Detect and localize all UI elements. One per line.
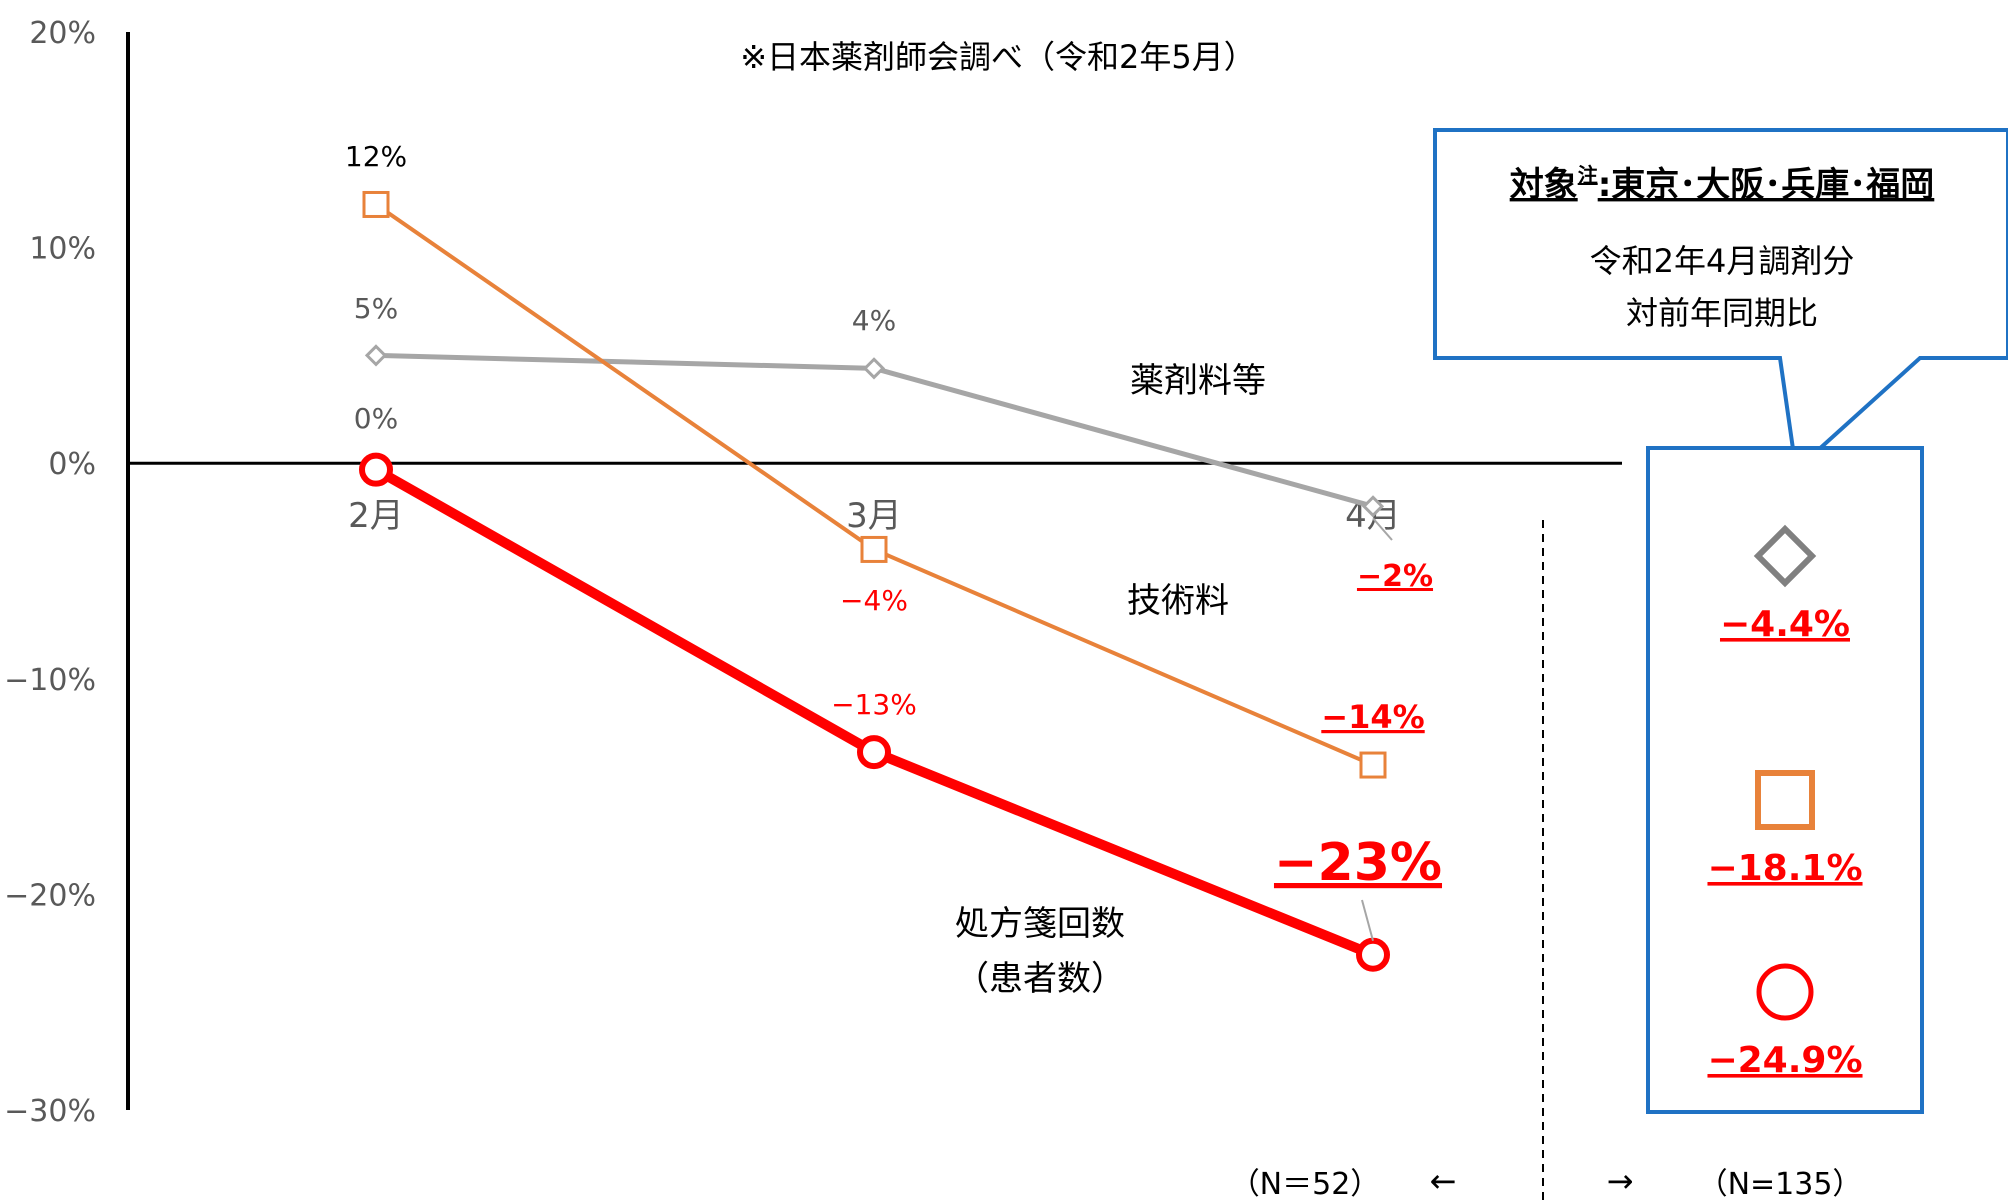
series-name-prescriptions-sub: （患者数） [955, 959, 1125, 999]
source-note: ※日本薬剤師会調べ（令和2年5月） [740, 38, 1256, 76]
arrow-right: → [1607, 1162, 1634, 1200]
y-tick-labels: 20% 10% 0% −10% −20% −30% [4, 16, 96, 1129]
data-label: −13% [831, 688, 917, 721]
data-label: 4% [852, 304, 896, 337]
series-name-technical-fee: 技術料 [1127, 581, 1229, 621]
data-label: −14% [1321, 698, 1424, 736]
point-technical-fee [1359, 751, 1387, 779]
callout-box [1433, 128, 2008, 475]
point-drug-cost [862, 357, 886, 380]
data-label: 0% [354, 402, 398, 435]
y-tick-label: 20% [29, 16, 96, 51]
summary-marker [1753, 524, 1817, 588]
summary-value: −24.9% [1707, 1040, 1862, 1081]
series-name-drug-cost: 薬剤料等 [1130, 361, 1266, 401]
point-technical-fee [362, 190, 390, 218]
callout-title-rest: :東京･大阪･兵庫･福岡 [1598, 165, 1935, 205]
point-prescriptions [857, 735, 891, 770]
n-left-label: （N＝52） [1230, 1167, 1381, 1202]
y-tick-label: 10% [29, 232, 96, 267]
data-label: 12% [345, 140, 407, 173]
x-tick-label: 3月 [846, 496, 902, 536]
point-prescriptions [1356, 937, 1390, 972]
arrow-left: ← [1430, 1162, 1457, 1200]
callout-title-main: 対象 [1510, 165, 1578, 205]
series-layer [359, 190, 1390, 972]
point-drug-cost [364, 344, 388, 367]
callout-title-sup: 注 [1578, 163, 1598, 187]
x-tick-label: 2月 [348, 496, 404, 536]
summary-marker [1756, 963, 1814, 1021]
data-label: −2% [1357, 559, 1433, 594]
data-label: 5% [354, 292, 398, 325]
data-label: −23% [1274, 833, 1442, 893]
summary-marker [1755, 770, 1815, 830]
y-tick-label: −20% [4, 878, 96, 913]
y-tick-label: 0% [48, 447, 96, 482]
point-technical-fee [860, 535, 888, 563]
y-tick-label: −10% [4, 663, 96, 698]
series-line-technical-fee [374, 202, 1374, 767]
point-prescriptions [359, 452, 393, 487]
callout-line-1: 令和2年4月調剤分 [1590, 242, 1855, 280]
y-tick-label: −30% [4, 1094, 96, 1129]
x-tick-labels: 2月3月4月 [348, 496, 1401, 536]
summary-value: −18.1% [1707, 848, 1862, 889]
data-label: −4% [840, 584, 908, 617]
summary-value: −4.4% [1720, 604, 1850, 645]
leader-line [1361, 899, 1374, 942]
callout-line-2: 対前年同期比 [1626, 294, 1818, 332]
n-right-label: （N=135） [1698, 1167, 1863, 1202]
callout-title: 対象注:東京･大阪･兵庫･福岡 [1510, 163, 1935, 205]
series-name-prescriptions: 処方箋回数 [955, 904, 1125, 944]
summary-items: −4.4% −18.1% −24.9% [1707, 524, 1863, 1081]
data-label-layer: 5% 4% −2% 12% −4% −14% 0% −13% −23% [345, 140, 1442, 942]
point-drug-cost [1361, 495, 1385, 518]
leader-line [1372, 517, 1393, 541]
